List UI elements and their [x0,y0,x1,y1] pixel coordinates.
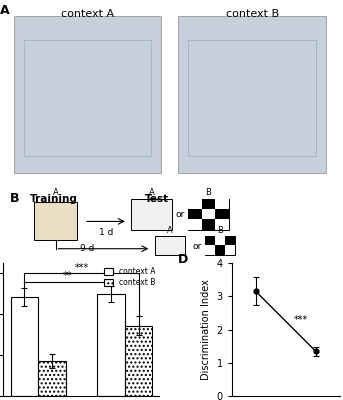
Text: 1 d: 1 d [99,228,113,237]
Text: or: or [175,210,185,219]
Text: B: B [217,226,223,235]
Text: D: D [178,253,188,266]
Bar [225,236,235,245]
Text: 9 d: 9 d [80,244,95,254]
Bar [38,361,66,396]
Bar [178,16,326,173]
Bar [215,219,229,230]
Bar [215,236,225,245]
Bar [11,297,38,396]
Bar [215,199,229,209]
Bar [215,245,225,255]
Bar [215,209,229,219]
Bar [188,40,316,156]
Text: or: or [192,242,201,251]
Legend: context A, context B: context A, context B [104,267,156,287]
Bar [13,16,162,173]
Bar [24,40,151,156]
Text: A: A [0,4,10,17]
Text: ***: *** [74,263,88,273]
Text: **: ** [63,271,72,281]
Text: ***: *** [294,315,308,325]
Bar [34,202,78,240]
Bar [202,209,215,219]
Bar [188,209,202,219]
Bar [131,199,172,230]
Text: A: A [167,226,173,235]
Text: A: A [149,188,154,197]
Text: A: A [53,188,58,197]
Bar [155,236,185,255]
Bar [97,294,125,396]
Bar [205,236,235,255]
Text: context B: context B [226,9,279,19]
Bar [188,219,202,230]
Bar [188,199,202,209]
Text: Training: Training [30,194,78,204]
Bar [205,245,215,255]
Y-axis label: Discrimination Index: Discrimination Index [201,279,211,380]
Bar [188,199,229,230]
Bar [205,236,215,245]
Bar [202,219,215,230]
Bar [202,199,215,209]
Bar [125,326,152,396]
Text: B: B [10,192,20,205]
Text: context A: context A [61,9,114,19]
Text: B: B [205,188,211,197]
Text: Test: Test [145,194,169,204]
Bar [225,245,235,255]
